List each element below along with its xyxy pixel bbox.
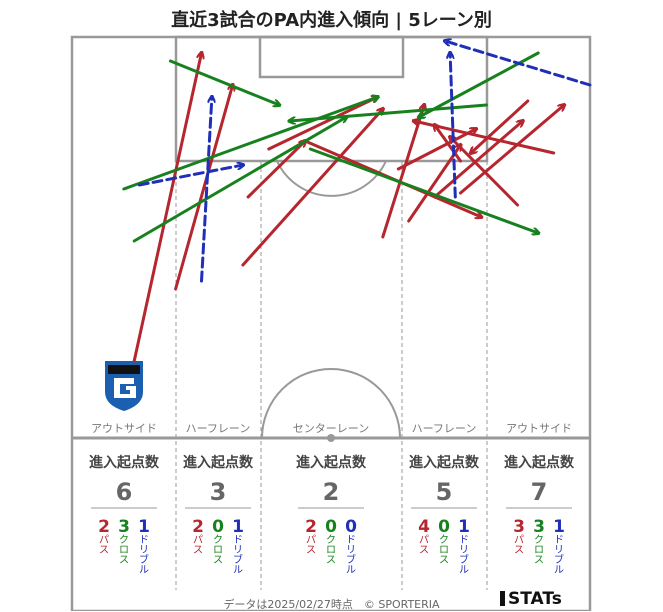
lane-2-cross-label: クロス — [213, 534, 223, 566]
lane-5-pass-label: パス — [514, 534, 524, 556]
lane-name-1: アウトサイド — [91, 422, 157, 435]
pass-arrow-5 — [267, 97, 378, 151]
lane-4-dribble-count: 1 — [458, 517, 470, 537]
chart-title: 直近3試合のPA内進入傾向 | 5レーン別 — [171, 10, 492, 31]
pass-arrow-15 — [459, 105, 565, 195]
cross-arrow-18 — [132, 117, 346, 243]
penalty-arc — [276, 160, 387, 197]
pass-arrow-13 — [450, 137, 519, 207]
pass-arrow-1 — [132, 53, 201, 363]
brand-text: STATs — [508, 589, 562, 609]
pass-arrow-11 — [433, 121, 523, 199]
lane-1-dribble-label: ドリブル — [139, 535, 149, 576]
lane-3-pass-count: 2 — [305, 517, 317, 537]
entry-arrows — [122, 41, 592, 363]
cross-arrow-21 — [308, 147, 538, 233]
lane-1-pass-count: 2 — [98, 517, 110, 537]
lane-name-3: センターレーン — [293, 422, 369, 435]
lane-name-labels: アウトサイド ハーフレーン センターレーン ハーフレーン アウトサイド — [91, 422, 572, 435]
pass-arrow-14 — [471, 99, 530, 153]
team-crest-logo — [105, 361, 143, 411]
cross-arrow-16 — [168, 59, 279, 105]
lane-stat-header-2: 進入起点数 — [183, 454, 254, 471]
dribble-arrow-25 — [445, 41, 592, 87]
dribble-arrow-22 — [137, 165, 243, 187]
lane-4-pass-count: 4 — [418, 517, 430, 537]
lane-1-cross-count: 3 — [118, 517, 130, 537]
lane-1-dribble-count: 1 — [138, 517, 150, 537]
lane-3-dribble-label: ドリブル — [346, 535, 356, 576]
lane-5-cross-count: 3 — [533, 517, 545, 537]
lane-2-cross-count: 0 — [212, 517, 224, 537]
lane-3-cross-label: クロス — [326, 534, 336, 566]
lane-3-dribble-count: 0 — [345, 517, 357, 537]
lane-name-5: アウトサイド — [506, 422, 572, 435]
lane-5-dribble-label: ドリブル — [554, 535, 564, 576]
stats-brand-logo: STATs — [500, 589, 562, 609]
dribble-arrow-23 — [200, 97, 212, 283]
lane-2-dribble-count: 1 — [232, 517, 244, 537]
lane-5-pass-count: 3 — [513, 517, 525, 537]
lane-stat-total-1: 6 — [116, 478, 133, 506]
lane-name-2: ハーフレーン — [186, 422, 251, 435]
lane-4-cross-label: クロス — [439, 534, 449, 566]
dribble-arrow-24 — [450, 53, 457, 199]
lane-1-cross-label: クロス — [119, 534, 129, 566]
lane-5-cross-label: クロス — [534, 534, 544, 566]
lane-2-dribble-label: ドリブル — [233, 535, 243, 576]
lane-1-pass-label: パス — [99, 534, 109, 556]
lane-name-4: ハーフレーン — [412, 422, 477, 435]
lane-stats: 進入起点数62パス3クロス1ドリブル進入起点数32パス0クロス1ドリブル進入起点… — [89, 454, 575, 576]
footer-credit: データは2025/02/27時点 © SPORTERIA — [223, 598, 440, 611]
lane-stat-header-5: 進入起点数 — [504, 454, 575, 471]
lane-2-pass-count: 2 — [192, 517, 204, 537]
cross-arrow-20 — [290, 103, 488, 121]
pass-arrow-7 — [381, 105, 424, 239]
pass-arrow-3 — [246, 141, 305, 199]
goal-area — [258, 35, 405, 79]
pass-arrow-2 — [174, 85, 233, 291]
cross-arrow-17 — [122, 97, 378, 191]
center-spot — [327, 434, 335, 442]
lane-stat-header-3: 進入起点数 — [296, 454, 367, 471]
pass-arrow-12 — [414, 121, 556, 155]
lane-5-dribble-count: 1 — [553, 517, 565, 537]
brand-bar-icon — [500, 591, 505, 606]
lane-stat-header-1: 進入起点数 — [89, 454, 160, 471]
lane-stat-header-4: 進入起点数 — [409, 454, 480, 471]
lane-3-cross-count: 0 — [325, 517, 337, 537]
lane-stat-total-4: 5 — [436, 478, 453, 506]
lane-4-dribble-label: ドリブル — [459, 535, 469, 576]
lane-2-pass-label: パス — [193, 534, 203, 556]
lane-4-pass-label: パス — [419, 534, 429, 556]
center-circle — [261, 368, 401, 439]
lane-3-pass-label: パス — [306, 534, 316, 556]
pass-arrow-4 — [241, 109, 383, 267]
lane-stat-total-3: 2 — [323, 478, 340, 506]
lane-4-cross-count: 0 — [438, 517, 450, 537]
penalty-area — [174, 35, 489, 163]
pass-arrow-8 — [396, 129, 476, 171]
lane-stat-total-2: 3 — [210, 478, 227, 506]
pass-arrow-9 — [407, 145, 461, 223]
lane-stat-total-5: 7 — [531, 478, 548, 506]
pitch-lines — [70, 35, 592, 611]
